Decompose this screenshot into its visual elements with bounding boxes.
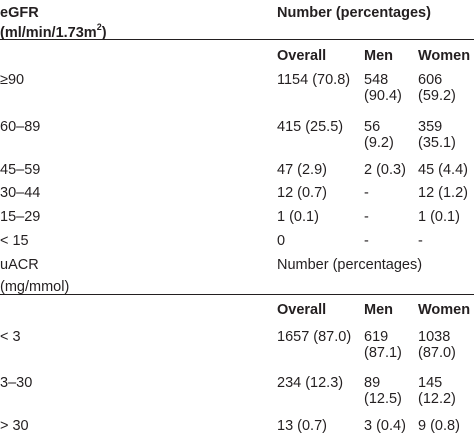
egfr-unit-sup: 2 xyxy=(96,22,102,33)
row-women: 45 (4.4) xyxy=(418,162,468,178)
row-women-pct: (35.1) xyxy=(418,135,456,151)
row-label: 3–30 xyxy=(0,375,33,391)
egfr-number-header: Number (percentages) xyxy=(277,5,431,21)
row-label: > 30 xyxy=(0,418,29,434)
row-women: 1038 xyxy=(418,329,451,345)
row-overall: 1 (0.1) xyxy=(277,209,319,225)
row-women: 9 (0.8) xyxy=(418,418,460,434)
row-women: 12 (1.2) xyxy=(418,185,468,201)
uacr-header-rule xyxy=(0,294,474,295)
row-men: 2 (0.3) xyxy=(364,162,406,178)
row-label: 45–59 xyxy=(0,162,41,178)
row-overall: 13 (0.7) xyxy=(277,418,327,434)
row-men-pct: (12.5) xyxy=(364,391,402,407)
row-overall: 12 (0.7) xyxy=(277,185,327,201)
uacr-col-men: Men xyxy=(364,302,393,318)
row-overall: 415 (25.5) xyxy=(277,119,344,135)
egfr-col-overall: Overall xyxy=(277,48,327,64)
egfr-header: eGFR xyxy=(0,5,39,21)
row-women: 359 xyxy=(418,119,443,135)
egfr-unit-header: (ml/min/1.73m2) xyxy=(0,22,107,42)
row-women: 1 (0.1) xyxy=(418,209,460,225)
uacr-col-women: Women xyxy=(418,302,471,318)
egfr-col-women: Women xyxy=(418,48,471,64)
row-men: 56 xyxy=(364,119,381,135)
uacr-header: uACR xyxy=(0,257,39,273)
row-women-pct: (12.2) xyxy=(418,391,456,407)
row-label: 15–29 xyxy=(0,209,41,225)
row-men-pct: (9.2) xyxy=(364,135,394,151)
row-men: 548 xyxy=(364,72,389,88)
egfr-unit-text: (ml/min/1.73m xyxy=(0,25,97,41)
row-men: 89 xyxy=(364,375,381,391)
uacr-number-header: Number (percentages) xyxy=(277,257,423,273)
egfr-header-rule xyxy=(0,39,474,40)
row-men: - xyxy=(364,185,369,201)
row-label: < 3 xyxy=(0,329,21,345)
row-overall: 0 xyxy=(277,233,286,249)
row-men: 3 (0.4) xyxy=(364,418,406,434)
row-men: 619 xyxy=(364,329,389,345)
row-label: 60–89 xyxy=(0,119,41,135)
row-women: 606 xyxy=(418,72,443,88)
uacr-unit-header: (mg/mmol) xyxy=(0,279,70,295)
row-men-pct: (90.4) xyxy=(364,88,402,104)
uacr-col-overall: Overall xyxy=(277,302,327,318)
row-label: ≥90 xyxy=(0,72,25,88)
row-label: 30–44 xyxy=(0,185,41,201)
row-men-pct: (87.1) xyxy=(364,345,402,361)
row-overall: 47 (2.9) xyxy=(277,162,327,178)
row-overall: 1154 (70.8) xyxy=(277,72,351,88)
row-women: 145 xyxy=(418,375,443,391)
row-overall: 1657 (87.0) xyxy=(277,329,352,345)
row-women: - xyxy=(418,233,423,249)
row-men: - xyxy=(364,233,369,249)
row-men: - xyxy=(364,209,369,225)
row-women-pct: (87.0) xyxy=(418,345,456,361)
egfr-unit-close: ) xyxy=(101,25,107,41)
row-overall: 234 (12.3) xyxy=(277,375,344,391)
row-women-pct: (59.2) xyxy=(418,88,456,104)
egfr-col-men: Men xyxy=(364,48,393,64)
row-label: < 15 xyxy=(0,233,29,249)
